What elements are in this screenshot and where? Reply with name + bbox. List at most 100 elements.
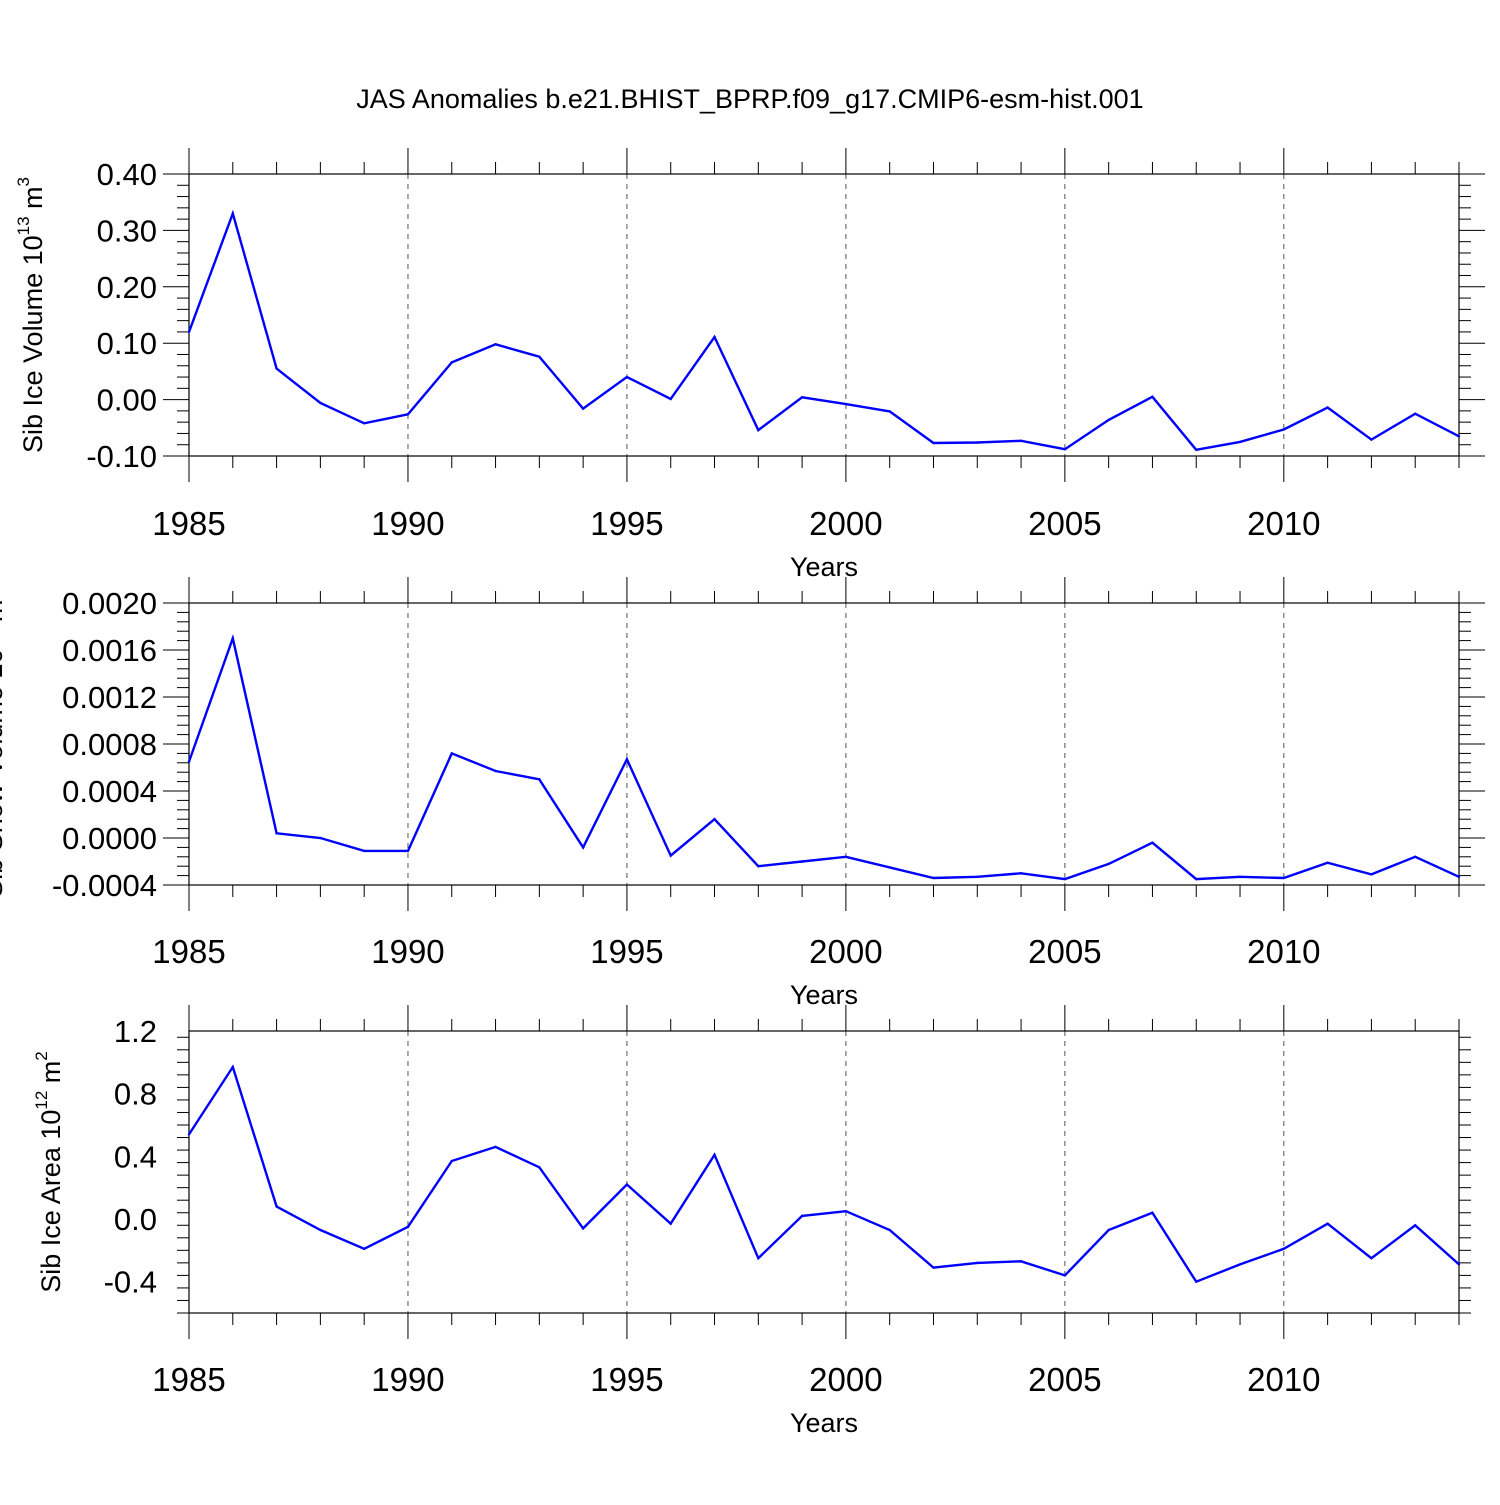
data-point [800,860,804,863]
data-point [669,1222,672,1225]
data-point [1370,1256,1373,1260]
data-point [450,1159,453,1163]
data-point [1195,1280,1198,1283]
x-tick-label: 1995 [590,933,663,970]
data-point [187,760,191,763]
y-axis-label-main: Sib Ice Area 10 [36,1110,66,1293]
data-point [1019,439,1023,442]
data-point [1063,448,1067,451]
y-tick-label: 0.00 [97,383,157,418]
data-point [538,778,541,781]
data-point [932,1266,935,1269]
data-point [1282,876,1286,880]
data-point [187,1133,191,1136]
plot-frame [188,602,1460,886]
data-point [231,637,234,640]
y-tick-label: 0.40 [97,157,157,192]
y-tick-label: 0.20 [97,270,157,305]
data-point [1414,855,1417,858]
data-point [888,1228,891,1232]
data-point [231,212,234,215]
y-axis-label-unit-exponent: 2 [32,1051,51,1060]
data-point [888,866,891,869]
data-point [1238,440,1242,444]
data-point [932,876,935,880]
data-point [1107,1228,1110,1232]
data-point [1414,1224,1417,1227]
y-axis-label-exponent: 13 [14,216,33,235]
y-tick-label: -0.10 [86,439,157,474]
data-point [713,818,716,821]
data-point [1063,877,1067,881]
plot-frame [188,1030,1460,1314]
data-point [275,367,278,370]
data-point [187,330,191,334]
x-axis-label: Years [790,552,858,582]
x-tick-label: 2005 [1028,505,1101,542]
data-point [319,836,322,840]
data-point [1414,412,1417,415]
data-point [757,428,760,432]
plot-frame [188,173,1460,457]
y-axis-label-unit: m [18,186,48,216]
data-point [275,832,278,835]
y-tick-label: -0.0004 [52,868,157,903]
data-point [976,875,979,878]
data-point [844,855,848,858]
x-tick-label: 2000 [809,1361,882,1398]
data-point [976,441,979,444]
data-point [1326,861,1329,864]
x-axis-label: Years [790,980,858,1010]
y-axis-label-unit: m [0,600,8,630]
data-point [1151,395,1154,398]
data-point [1107,418,1110,422]
data-point [669,854,672,857]
series-line [187,1064,1460,1284]
data-point [1019,1260,1023,1263]
data-point [757,1256,760,1260]
y-tick-label: 1.2 [114,1014,157,1049]
data-point [494,343,497,346]
data-point [1326,1222,1329,1225]
chart-panel-3: -0.4 0.0 0.4 0.8 1.2 1985 1990 1995 2000 2005 2010… [32,1005,1471,1438]
data-point [1457,435,1461,438]
data-point [450,361,453,364]
data-point [581,1227,585,1230]
y-tick-label: 0.4 [114,1139,157,1174]
data-point [976,1261,979,1265]
data-point [362,849,366,853]
data-point [1282,1247,1286,1250]
series-line [187,209,1460,452]
data-point [625,375,629,379]
y-axis-label: Sib Snow Volume 1013 m3 [0,590,8,898]
data-point [1326,406,1329,409]
x-tick-label: 2010 [1247,1361,1320,1398]
figure-title: JAS Anomalies b.e21.BHIST_BPRP.f09_g17.C… [356,84,1144,114]
x-tick-label: 1990 [371,1361,444,1398]
chart-panel-1: -0.10 0.00 0.10 0.20 0.30 0.40 1985 1990 1995 200… [14,148,1485,582]
data-point [1019,872,1023,875]
data-point [1195,448,1198,451]
data-point [1151,841,1154,844]
y-tick-label: 0.0008 [62,727,157,762]
x-tick-label: 2005 [1028,933,1101,970]
data-point [581,407,585,410]
data-point [713,335,716,339]
y-axis-label-exponent: 12 [32,1091,51,1110]
data-point [844,402,848,406]
y-tick-label: 0.8 [114,1077,157,1112]
y-tick-label: 0.0000 [62,821,157,856]
x-tick-label: 1985 [152,1361,225,1398]
data-point [1370,873,1373,876]
data-point [713,1153,716,1156]
data-point [1238,1263,1242,1266]
y-tick-label: 0.0004 [62,774,157,809]
y-tick-label: 0.0 [114,1202,157,1237]
data-point [494,769,497,773]
y-tick-label: 0.0020 [62,586,157,621]
x-tick-label: 1990 [371,933,444,970]
x-tick-label: 2010 [1247,505,1320,542]
y-axis-label: Sib Ice Area 1012 m2 [32,1051,66,1293]
y-tick-label: 0.0016 [62,633,157,668]
x-tick-label: 2005 [1028,1361,1101,1398]
